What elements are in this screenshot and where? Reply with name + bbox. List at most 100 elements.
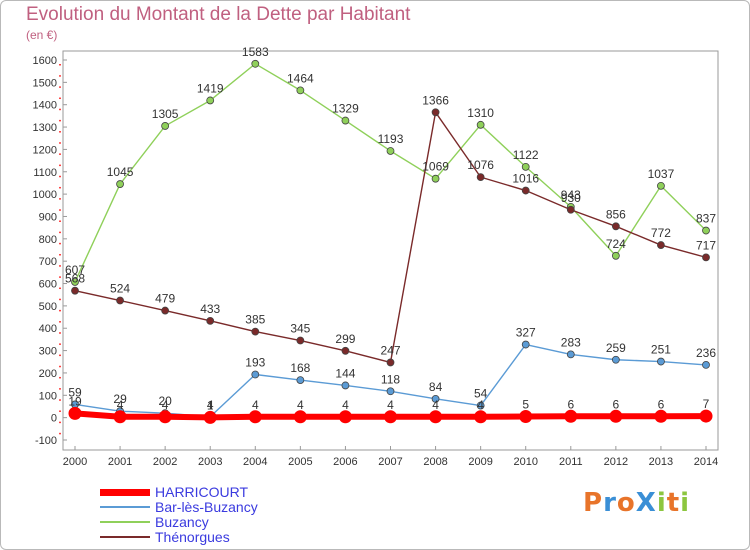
data-point bbox=[293, 410, 307, 424]
data-point bbox=[611, 355, 620, 364]
y-tick-label: 400 bbox=[39, 323, 57, 335]
data-label: 4 bbox=[162, 398, 169, 412]
data-label: 84 bbox=[429, 380, 443, 394]
data-point bbox=[68, 406, 82, 420]
data-label: 524 bbox=[110, 282, 130, 296]
data-point bbox=[702, 360, 710, 369]
data-point bbox=[113, 410, 127, 424]
logo-letter: X bbox=[635, 488, 657, 518]
y-tick-label: 1500 bbox=[33, 77, 57, 89]
data-label: 433 bbox=[200, 302, 220, 316]
y-tick-label: 300 bbox=[39, 346, 57, 358]
chart-subtitle: (en €) bbox=[26, 28, 58, 42]
y-tick-label: 1100 bbox=[33, 167, 57, 179]
data-label: 4 bbox=[117, 398, 124, 412]
data-label: 4 bbox=[207, 398, 214, 412]
data-label: 856 bbox=[606, 207, 626, 221]
data-point bbox=[386, 358, 395, 367]
logo-letter: i bbox=[680, 488, 691, 518]
data-label: 1 bbox=[207, 398, 214, 412]
data-label: 5 bbox=[522, 398, 529, 412]
logo-letter: t bbox=[666, 488, 681, 518]
data-point bbox=[341, 346, 350, 355]
x-tick-label: 2006 bbox=[333, 456, 357, 468]
data-label: 1045 bbox=[107, 165, 134, 179]
data-label: 1464 bbox=[287, 71, 314, 85]
x-tick-label: 2012 bbox=[604, 456, 628, 468]
data-point bbox=[386, 387, 395, 396]
data-point bbox=[657, 181, 665, 190]
data-point bbox=[476, 401, 485, 410]
data-label: 4 bbox=[297, 398, 304, 412]
data-label: 943 bbox=[561, 188, 581, 202]
data-label: 385 bbox=[245, 313, 265, 327]
data-point bbox=[116, 180, 124, 188]
legend-swatch bbox=[100, 536, 150, 538]
data-point bbox=[206, 316, 215, 325]
x-tick-label: 2002 bbox=[153, 456, 177, 468]
x-tick-label: 2007 bbox=[378, 456, 402, 468]
data-point bbox=[521, 162, 530, 171]
data-label: 607 bbox=[65, 263, 85, 277]
data-label: 1583 bbox=[242, 45, 269, 59]
y-tick-label: 1200 bbox=[33, 144, 57, 156]
y-tick-label: 700 bbox=[39, 256, 57, 268]
legend-label: Buzancy bbox=[155, 514, 209, 530]
data-point bbox=[386, 147, 395, 155]
data-point bbox=[206, 96, 215, 105]
legend-label: HARRICOURT bbox=[155, 484, 249, 500]
y-tick-label: 800 bbox=[39, 234, 57, 246]
data-label: 144 bbox=[335, 366, 355, 380]
data-point bbox=[657, 357, 665, 366]
data-point bbox=[611, 251, 620, 260]
legend-label: Thénorgues bbox=[155, 529, 230, 545]
data-point bbox=[116, 296, 124, 305]
data-point bbox=[338, 410, 352, 424]
data-point bbox=[341, 381, 350, 390]
data-point bbox=[251, 327, 260, 336]
legend-swatch bbox=[100, 506, 150, 508]
data-label: 1419 bbox=[197, 81, 224, 95]
data-label: 247 bbox=[380, 343, 400, 357]
data-point bbox=[161, 122, 170, 130]
data-label: 20 bbox=[158, 394, 172, 408]
x-tick-label: 2001 bbox=[108, 456, 132, 468]
data-point bbox=[251, 370, 260, 379]
x-tick-label: 2011 bbox=[559, 456, 583, 468]
x-tick-label: 2000 bbox=[63, 456, 87, 468]
data-point bbox=[71, 286, 79, 295]
y-tick-label: 200 bbox=[39, 368, 57, 380]
data-point bbox=[657, 241, 665, 249]
x-tick-label: 2014 bbox=[694, 456, 718, 468]
data-point bbox=[702, 253, 710, 262]
x-tick-label: 2008 bbox=[423, 456, 447, 468]
data-label: 1076 bbox=[467, 158, 494, 172]
data-label: 1037 bbox=[648, 167, 675, 181]
data-point bbox=[71, 278, 79, 286]
data-point bbox=[341, 116, 350, 125]
data-point bbox=[296, 376, 305, 384]
y-tick-label: 1300 bbox=[33, 122, 57, 134]
data-label: 299 bbox=[335, 332, 355, 346]
y-tick-label: 1000 bbox=[33, 189, 57, 201]
data-point bbox=[248, 410, 262, 424]
data-label: 59 bbox=[68, 385, 82, 399]
y-tick-label: 600 bbox=[39, 279, 57, 291]
data-label: 772 bbox=[651, 226, 671, 240]
data-label: 1069 bbox=[422, 160, 449, 174]
data-point bbox=[203, 410, 217, 424]
data-point bbox=[384, 410, 397, 424]
data-label: 1366 bbox=[422, 93, 449, 107]
data-label: 4 bbox=[342, 398, 349, 412]
data-label: 479 bbox=[155, 292, 175, 306]
y-tick-label: 100 bbox=[39, 390, 57, 402]
data-label: 193 bbox=[245, 356, 265, 370]
y-tick-label: 0 bbox=[51, 413, 57, 425]
y-tick-label: -100 bbox=[35, 435, 57, 447]
legend-label: Bar-lès-Buzancy bbox=[155, 499, 258, 515]
data-point bbox=[609, 409, 623, 423]
x-tick-label: 2003 bbox=[198, 456, 222, 468]
x-tick-label: 2004 bbox=[243, 456, 267, 468]
data-point bbox=[566, 205, 575, 214]
